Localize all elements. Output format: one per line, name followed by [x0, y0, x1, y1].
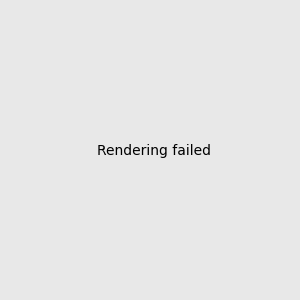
Text: Rendering failed: Rendering failed — [97, 145, 211, 158]
